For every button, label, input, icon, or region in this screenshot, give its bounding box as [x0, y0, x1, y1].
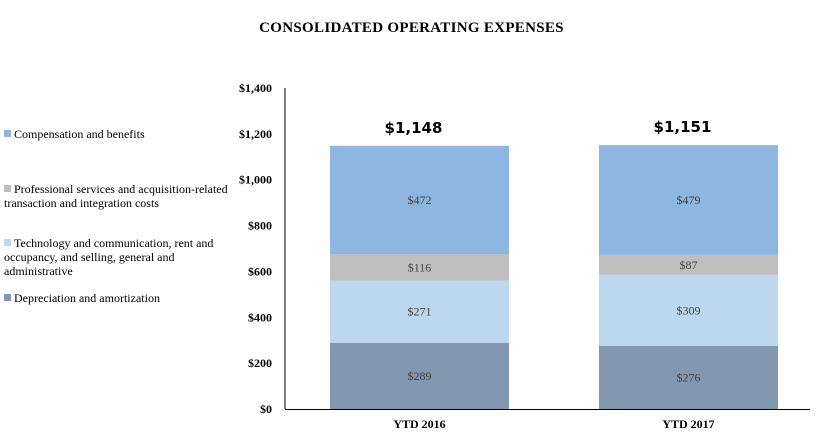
y-tick-label: $400 — [248, 310, 272, 324]
legend-label: Technology and communication, rent and o… — [4, 236, 214, 278]
data-label: $289 — [408, 369, 432, 383]
legend-item-depreciation: Depreciation and amortization — [4, 291, 244, 305]
y-tick-label: $1,000 — [239, 173, 272, 187]
bar-segment — [330, 145, 509, 255]
bar-segment — [330, 280, 509, 343]
data-label: $271 — [408, 305, 432, 319]
legend-label: Compensation and benefits — [14, 127, 145, 141]
legend-swatch — [4, 185, 11, 192]
data-label: $87 — [680, 258, 698, 272]
y-tick-label: $800 — [248, 219, 272, 233]
legend-label: Professional services and acquisition-re… — [4, 182, 228, 210]
legend-swatch — [4, 239, 11, 246]
data-label: $116 — [408, 260, 432, 274]
legend-swatch — [4, 294, 11, 301]
data-label: $479 — [677, 193, 701, 207]
y-tick-label: $600 — [248, 264, 272, 278]
total-label: $1,151 — [654, 118, 712, 136]
bar-segment — [330, 254, 509, 281]
data-label: $309 — [677, 303, 701, 317]
y-tick-label: $0 — [260, 402, 272, 416]
y-tick-label: $1,200 — [239, 127, 272, 141]
y-tick-label: $1,400 — [239, 81, 272, 95]
legend-item-professional-services: Professional services and acquisition-re… — [4, 182, 244, 210]
bar-segment — [599, 145, 778, 255]
legend-swatch — [4, 130, 11, 137]
y-tick-label: $200 — [248, 356, 272, 370]
total-label: $1,148 — [385, 119, 443, 137]
chart-title: CONSOLIDATED OPERATING EXPENSES — [259, 20, 564, 36]
data-label: $472 — [408, 193, 432, 207]
legend-item-technology: Technology and communication, rent and o… — [4, 236, 244, 278]
legend-label: Depreciation and amortization — [14, 291, 160, 305]
bar-segment — [599, 345, 778, 409]
data-label: $276 — [677, 370, 701, 384]
x-tick-label: YTD 2016 — [393, 417, 445, 431]
bar-segment — [599, 254, 778, 275]
bar-segment — [599, 274, 778, 346]
legend-item-compensation: Compensation and benefits — [4, 127, 244, 141]
x-tick-label: YTD 2017 — [662, 417, 714, 431]
bar-segment — [330, 342, 509, 409]
